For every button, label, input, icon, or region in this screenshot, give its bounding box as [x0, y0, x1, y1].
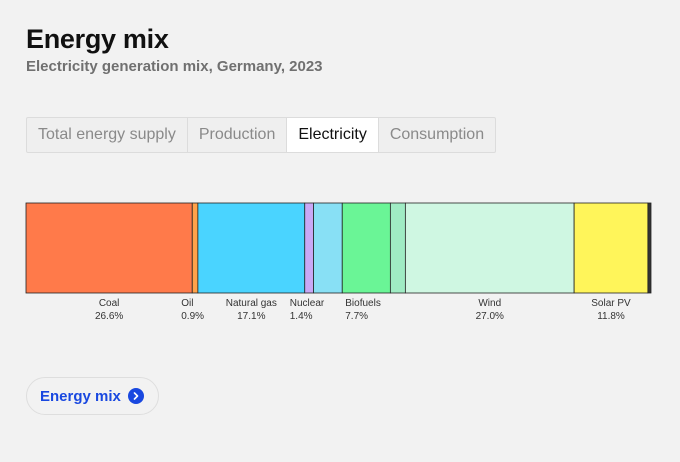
- segment-label-oil: Oil: [181, 298, 193, 309]
- segment-label-solar-pv: Solar PV: [591, 298, 631, 309]
- tab-bar: Total energy supply Production Electrici…: [26, 117, 497, 153]
- tab-consumption[interactable]: Consumption: [389, 126, 485, 143]
- segment-label-coal: Coal: [99, 298, 120, 309]
- page-subtitle: Electricity generation mix, Germany, 202…: [26, 58, 323, 75]
- energy-mix-button[interactable]: Energy mix: [26, 377, 159, 415]
- bar-segment-unlabeled-6: [389, 202, 406, 294]
- energy-mix-button-label: Energy mix: [40, 387, 121, 405]
- bar-segment-natural-gas: [197, 202, 306, 294]
- chevron-right-icon: [127, 388, 144, 404]
- segment-label-wind: Wind: [478, 298, 501, 309]
- segment-value-coal: 26.6%: [95, 311, 123, 322]
- segment-value-biofuels: 7.7%: [345, 311, 368, 322]
- page-title: Energy mix: [26, 24, 169, 54]
- tab-production[interactable]: Production: [188, 118, 288, 152]
- tab-total-energy-supply[interactable]: Total energy supply: [27, 118, 188, 152]
- bar-segment-unlabeled-9: [647, 202, 652, 294]
- segment-value-solar-pv: 11.8%: [597, 311, 625, 322]
- segment-value-wind: 27.0%: [476, 311, 504, 322]
- bar-segment-unlabeled-4: [313, 202, 343, 294]
- segment-label-natural-gas: Natural gas: [226, 298, 277, 309]
- segment-label-biofuels: Biofuels: [345, 298, 381, 309]
- bar-segment-wind: [404, 202, 575, 294]
- electricity-mix-chart: Coal 26.6% Oil 0.9% Natural gas 17.1% Nuclear 1…: [25, 202, 652, 322]
- segment-value-oil: 0.9%: [181, 311, 204, 322]
- bar-segment-oil: [191, 202, 199, 294]
- segment-value-nuclear: 1.4%: [290, 311, 313, 322]
- segment-value-natural-gas: 17.1%: [237, 311, 265, 322]
- bar-segment-coal: [25, 202, 193, 294]
- bar-segment-nuclear: [304, 202, 314, 294]
- bar-segment-solar-pv: [573, 202, 649, 294]
- tab-electricity[interactable]: Electricity: [287, 118, 379, 152]
- bar-segment-biofuels: [341, 202, 391, 294]
- segment-label-nuclear: Nuclear: [290, 298, 325, 309]
